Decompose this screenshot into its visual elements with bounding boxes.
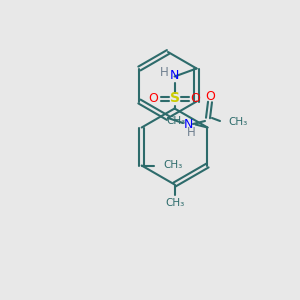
Text: CH₃: CH₃ bbox=[228, 117, 247, 127]
Text: N: N bbox=[183, 118, 193, 130]
Text: O: O bbox=[205, 89, 215, 103]
Text: O: O bbox=[148, 92, 158, 105]
Text: O: O bbox=[190, 92, 200, 105]
Text: CH₃: CH₃ bbox=[164, 160, 183, 170]
Text: H: H bbox=[187, 125, 195, 139]
Text: H: H bbox=[160, 66, 169, 79]
Text: CH₃: CH₃ bbox=[166, 116, 185, 125]
Text: S: S bbox=[169, 92, 180, 106]
Text: N: N bbox=[170, 69, 179, 82]
Text: CH₃: CH₃ bbox=[165, 199, 184, 208]
